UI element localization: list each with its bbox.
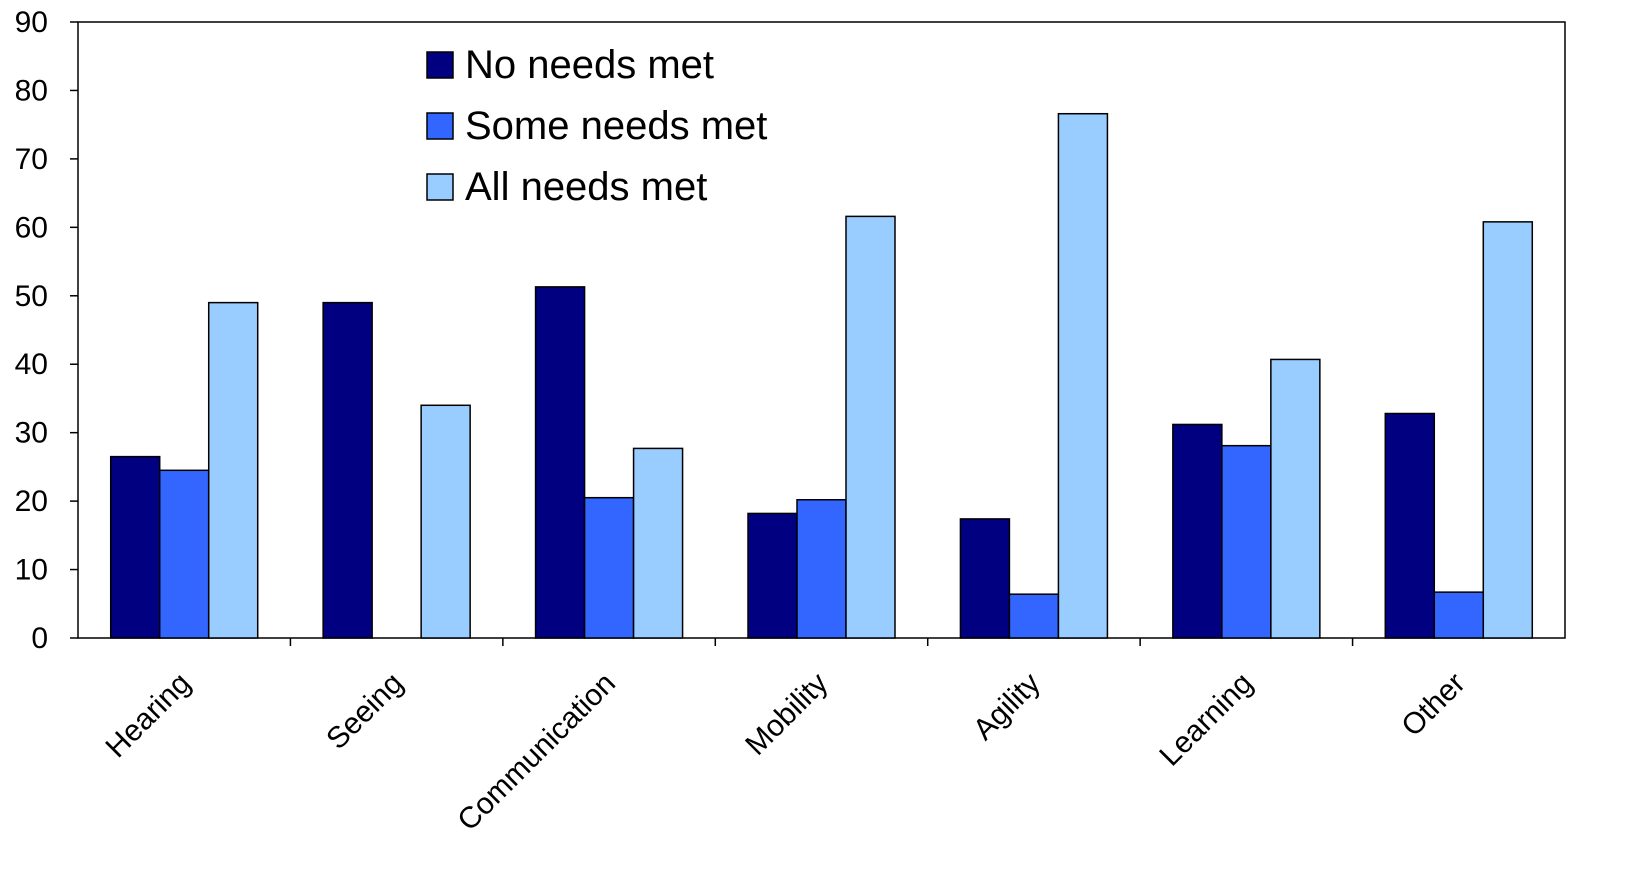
bar-agility-some-needs-met <box>1008 593 1060 639</box>
bar-seeing-all-needs-met <box>420 404 471 639</box>
category-label-hearing: Hearing <box>100 667 198 765</box>
category-label-agility: Agility <box>967 667 1047 747</box>
y-tick-label: 40 <box>15 348 48 381</box>
legend-swatch <box>426 112 454 140</box>
bar-hearing-no-needs-met <box>109 455 161 639</box>
y-tick-label: 10 <box>15 554 48 587</box>
category-label-mobility: Mobility <box>739 667 834 762</box>
bar-other-all-needs-met <box>1482 221 1534 639</box>
bar-mobility-all-needs-met <box>845 215 896 639</box>
y-tick-label: 80 <box>15 74 48 107</box>
legend-label: All needs met <box>465 165 707 209</box>
bar-communication-no-needs-met <box>534 286 586 639</box>
bar-agility-all-needs-met <box>1057 112 1109 639</box>
category-label-communication: Communication <box>451 667 622 838</box>
legend-swatch <box>426 173 454 201</box>
category-label-seeing: Seeing <box>320 667 409 756</box>
bar-learning-no-needs-met <box>1172 423 1223 639</box>
bar-communication-all-needs-met <box>632 447 684 639</box>
bar-learning-all-needs-met <box>1270 358 1321 639</box>
y-tick-label: 90 <box>15 6 48 39</box>
bar-other-some-needs-met <box>1433 591 1485 639</box>
y-tick-label: 20 <box>15 485 48 518</box>
y-tick-label: 70 <box>15 143 48 176</box>
y-tick-label: 60 <box>15 211 48 244</box>
bar-hearing-some-needs-met <box>158 469 210 639</box>
bar-other-no-needs-met <box>1384 412 1436 639</box>
legend: No needs met Some needs met All needs met <box>426 43 767 209</box>
bars <box>109 112 1534 639</box>
bar-hearing-all-needs-met <box>207 301 259 639</box>
bar-learning-some-needs-met <box>1221 444 1272 639</box>
category-label-learning: Learning <box>1153 667 1259 773</box>
legend-swatch <box>426 51 454 79</box>
category-label-other: Other <box>1395 667 1471 743</box>
bar-agility-no-needs-met <box>959 518 1011 639</box>
category-labels: Hearing Seeing Communication Mobility Agilit… <box>100 667 1472 838</box>
bar-mobility-some-needs-met <box>796 498 847 639</box>
y-tick-label: 30 <box>15 417 48 450</box>
legend-label: Some needs met <box>465 104 767 148</box>
bar-seeing-no-needs-met <box>322 301 373 639</box>
y-tick-label: 50 <box>15 280 48 313</box>
y-tick-label: 0 <box>31 622 48 655</box>
y-tick-labels: 0 10 20 30 40 50 60 70 80 90 <box>15 6 48 655</box>
legend-label: No needs met <box>465 43 714 87</box>
bar-mobility-no-needs-met <box>747 512 798 639</box>
bar-communication-some-needs-met <box>583 496 635 639</box>
